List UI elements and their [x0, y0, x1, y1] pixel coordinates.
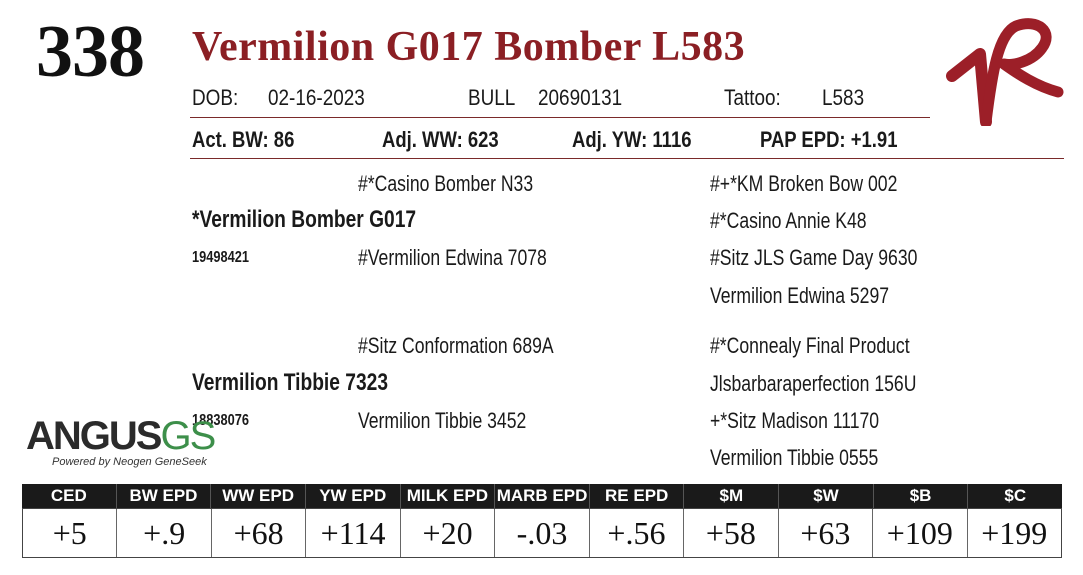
- dam-sire-dam: Jlsbarbaraperfection 156U: [710, 371, 917, 396]
- epd-header-ced: CED: [22, 484, 117, 508]
- epd-header-w: $W: [779, 484, 874, 508]
- epd-header-bw: BW EPD: [117, 484, 212, 508]
- dob-label: DOB:: [192, 85, 239, 110]
- gs-text: GS: [160, 414, 216, 458]
- divider: [190, 117, 930, 118]
- epd-value-ww: +68: [212, 509, 307, 557]
- sire-sire: #*Casino Bomber N33: [358, 171, 534, 196]
- divider: [190, 158, 1064, 159]
- epd-header-milk: MILK EPD: [401, 484, 496, 508]
- epd-header-b: $B: [874, 484, 969, 508]
- tattoo-value: L583: [822, 85, 865, 110]
- registration-number: 20690131: [538, 85, 623, 110]
- epd-header-m: $M: [684, 484, 780, 508]
- sire-name: *Vermilion Bomber G017: [192, 206, 417, 233]
- epd-value-row: +5 +.9 +68 +114 +20 -.03 +.56 +58 +63 +1…: [22, 508, 1062, 558]
- dam-sire: #Sitz Conformation 689A: [358, 333, 554, 358]
- sex-label: BULL: [468, 85, 516, 110]
- tattoo-label: Tattoo:: [724, 85, 781, 110]
- dam-registration: 18838076: [192, 412, 249, 429]
- animal-name: Vermilion G017 Bomber L583: [192, 24, 746, 70]
- epd-value-milk: +20: [401, 509, 496, 557]
- epd-header-ww: WW EPD: [211, 484, 306, 508]
- epd-value-bw: +.9: [117, 509, 212, 557]
- epd-value-b: +109: [873, 509, 968, 557]
- epd-value-c: +199: [981, 515, 1048, 551]
- angus-text: ANGUS: [26, 414, 162, 458]
- dam-sire-sire: #*Connealy Final Product: [710, 333, 910, 358]
- epd-value-yw: +114: [306, 509, 401, 557]
- epd-header-c: $C: [1004, 486, 1027, 505]
- sire-sire-dam: #*Casino Annie K48: [710, 208, 867, 233]
- epd-header-row: CED BW EPD WW EPD YW EPD MILK EPD MARB E…: [22, 484, 1062, 508]
- epd-header-yw: YW EPD: [306, 484, 401, 508]
- adjusted-yearling-weight: Adj. YW: 1116: [572, 127, 692, 152]
- adjusted-weaning-weight: Adj. WW: 623: [382, 127, 499, 152]
- epd-value-w: +63: [779, 509, 874, 557]
- epd-header-re: RE EPD: [590, 484, 685, 508]
- epd-header-marb: MARB EPD: [495, 484, 590, 508]
- sire-dam: #Vermilion Edwina 7078: [358, 245, 547, 270]
- angus-gs-logo: ANGUSGS: [26, 414, 216, 458]
- sire-dam-sire: #Sitz JLS Game Day 9630: [710, 245, 918, 270]
- epd-value-ced: +5: [23, 509, 118, 557]
- epd-value-marb: -.03: [495, 509, 590, 557]
- sire-registration: 19498421: [192, 249, 249, 266]
- pap-epd: PAP EPD: +1.91: [760, 127, 898, 152]
- epd-value-re: +.56: [590, 509, 685, 557]
- sire-sire-sire: #+*KM Broken Bow 002: [710, 171, 898, 196]
- dob-value: 02-16-2023: [268, 85, 365, 110]
- sire-dam-dam: Vermilion Edwina 5297: [710, 283, 890, 308]
- dam-dam-dam: Vermilion Tibbie 0555: [710, 445, 879, 470]
- dam-dam: Vermilion Tibbie 3452: [358, 408, 527, 433]
- dam-dam-sire: +*Sitz Madison 11170: [710, 408, 880, 433]
- dam-name: Vermilion Tibbie 7323: [192, 369, 388, 396]
- actual-birth-weight: Act. BW: 86: [192, 127, 295, 152]
- epd-value-m: +58: [684, 509, 779, 557]
- lot-number: 338: [36, 11, 145, 93]
- vr-brand-logo: [946, 18, 1064, 126]
- logo-tagline: Powered by Neogen GeneSeek: [52, 456, 207, 468]
